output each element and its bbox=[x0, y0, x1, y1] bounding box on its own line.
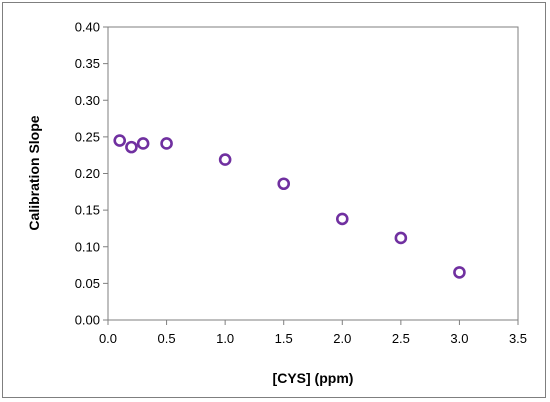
y-axis-title: Calibration Slope bbox=[26, 115, 42, 230]
x-tick-label: 1.5 bbox=[275, 331, 293, 346]
data-point bbox=[453, 266, 466, 279]
data-point bbox=[125, 140, 138, 154]
data-point bbox=[160, 137, 173, 150]
x-axis-title: [CYS] (ppm) bbox=[273, 370, 354, 386]
y-tick-label: 0.30 bbox=[75, 93, 100, 108]
x-tick-label: 2.0 bbox=[333, 331, 351, 346]
x-tick-label: 2.5 bbox=[392, 331, 410, 346]
data-points bbox=[113, 134, 466, 279]
data-point bbox=[277, 177, 291, 191]
y-tick-label: 0.20 bbox=[75, 166, 100, 181]
data-point bbox=[113, 134, 127, 147]
data-point bbox=[136, 137, 150, 150]
chart-frame bbox=[2, 2, 546, 398]
y-tick-label: 0.40 bbox=[75, 20, 100, 35]
y-tick-label: 0.15 bbox=[75, 203, 100, 218]
data-point bbox=[335, 212, 349, 226]
x-tick-label: 3.5 bbox=[509, 331, 527, 346]
plot-axes bbox=[103, 26, 519, 325]
y-tick-label: 0.00 bbox=[75, 313, 100, 328]
x-tick-label: 0.0 bbox=[99, 331, 117, 346]
data-point bbox=[218, 153, 232, 166]
y-tick-label: 0.35 bbox=[75, 56, 100, 71]
x-tick-label: 3.0 bbox=[450, 331, 468, 346]
y-tick-label: 0.05 bbox=[75, 276, 100, 291]
x-tick-labels: 0.0 0.5 1.0 1.5 2.0 2.5 3.0 3.5 bbox=[99, 331, 527, 346]
x-tick-label: 1.0 bbox=[216, 331, 234, 346]
x-tick-label: 0.5 bbox=[158, 331, 176, 346]
y-tick-label: 0.10 bbox=[75, 239, 100, 254]
data-point bbox=[394, 231, 408, 245]
y-tick-label: 0.25 bbox=[75, 129, 100, 144]
y-tick-labels: 0.00 0.05 0.10 0.15 0.20 0.25 0.30 0.35 0.40 bbox=[75, 20, 100, 328]
